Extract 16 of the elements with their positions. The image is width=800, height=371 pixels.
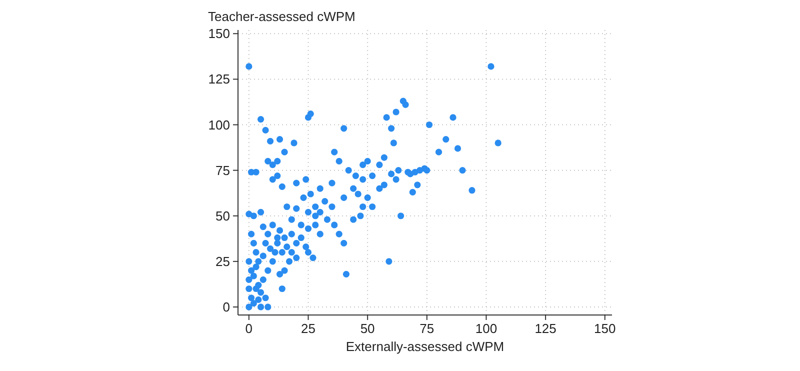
y-tick-label: 25 <box>216 254 230 269</box>
y-tick-label: 100 <box>208 117 230 132</box>
x-axis-title: Externally-assessed cWPM <box>346 339 504 354</box>
y-tick-label: 75 <box>216 162 230 178</box>
x-tick-label: 100 <box>475 321 498 336</box>
y-tick-label: 50 <box>216 208 230 224</box>
x-tick-label: 75 <box>420 321 434 336</box>
x-tick-label: 50 <box>360 321 375 336</box>
x-tick-label: 25 <box>301 321 316 336</box>
y-tick-label: 150 <box>208 26 230 42</box>
x-tick-label: 125 <box>534 321 556 336</box>
y-tick-label: 125 <box>208 72 230 87</box>
y-tick-label: 0 <box>222 299 230 314</box>
y-axis-title: Teacher-assessed cWPM <box>208 9 356 24</box>
x-tick-label: 150 <box>594 321 616 336</box>
x-tick-label: 0 <box>245 321 253 336</box>
